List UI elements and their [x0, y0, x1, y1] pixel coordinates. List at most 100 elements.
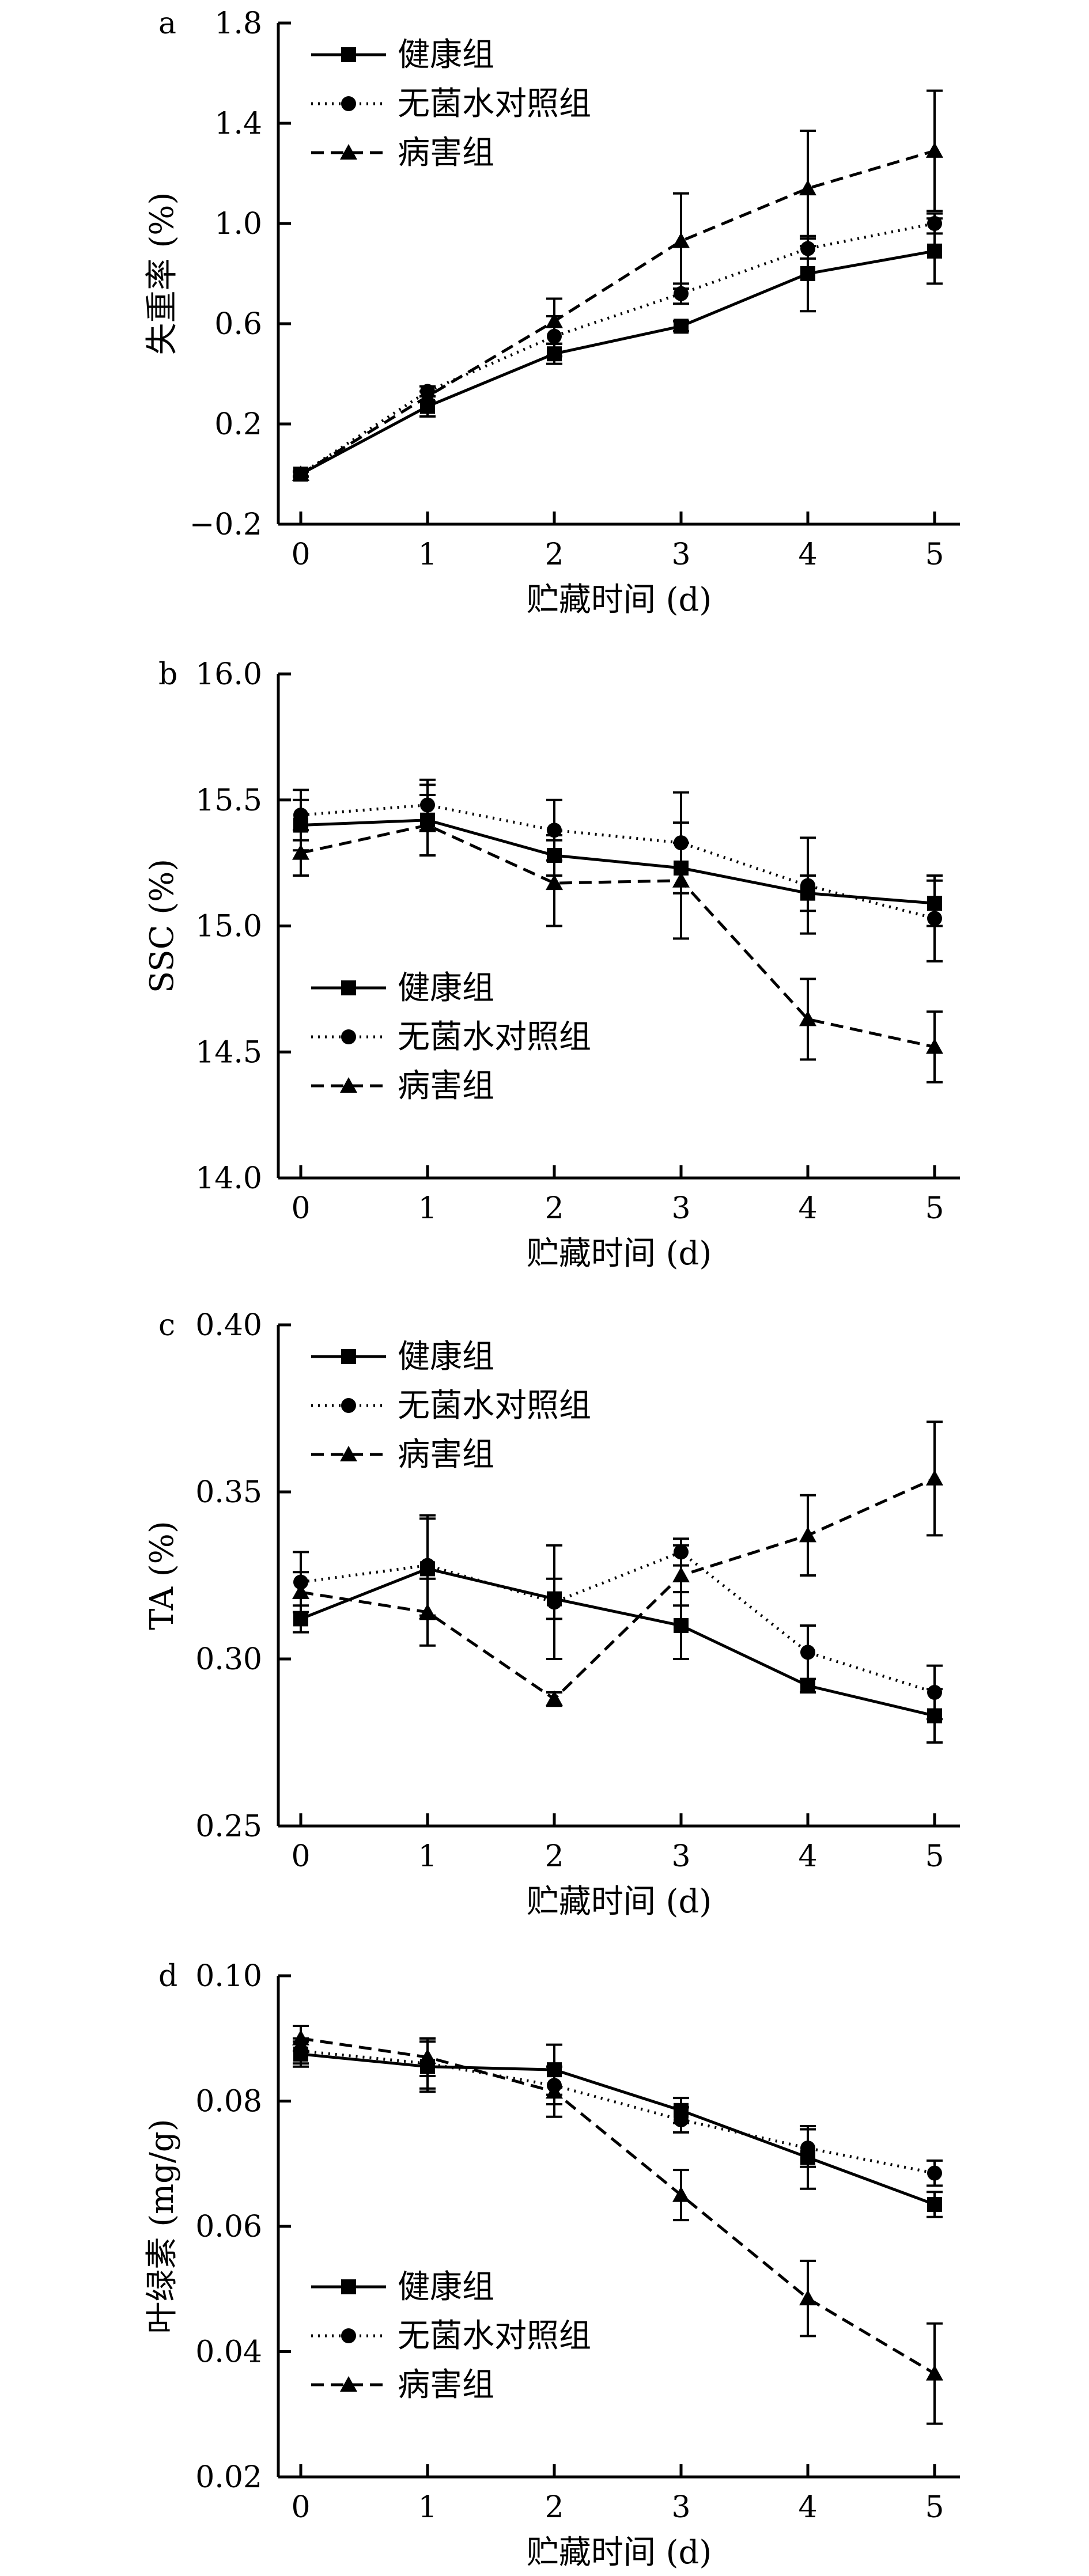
x-tick-label: 3: [671, 1839, 690, 1874]
panel-label: b: [158, 657, 177, 692]
x-tick-label: 1: [418, 537, 437, 572]
data-point-circle: [927, 216, 942, 231]
data-point-square: [800, 1678, 815, 1694]
x-tick-label: 1: [418, 1839, 437, 1874]
y-tick-label: 0.6: [214, 307, 262, 342]
y-tick-label: 14.0: [195, 1161, 262, 1196]
legend-label: 病害组: [398, 1067, 494, 1105]
y-tick-label: 14.5: [195, 1035, 262, 1070]
legend-label: 无菌水对照组: [398, 2317, 591, 2355]
legend-label: 无菌水对照组: [398, 1018, 591, 1056]
x-tick-label: 3: [671, 537, 690, 572]
series-line: [300, 149, 935, 476]
x-tick-label: 2: [544, 537, 564, 572]
data-point-triangle: [292, 844, 309, 860]
y-axis-title: SSC (%): [143, 859, 181, 993]
data-point-circle: [927, 2165, 942, 2181]
x-axis-title: 贮藏时间 (d): [527, 1235, 712, 1272]
chart-panel-c: c 0.25 0.30 0.35 0.40 0 1 2 3 4 5 贮藏时间 (d) TA (%) 健康组…: [143, 1308, 960, 1920]
data-point-triangle: [419, 2048, 436, 2064]
x-tick-label: 5: [925, 537, 944, 572]
legend-marker-square: [341, 47, 356, 62]
legend-marker-square: [341, 1349, 356, 1364]
data-point-triangle: [419, 1603, 436, 1619]
y-axis-title: 失重率 (%): [143, 192, 181, 355]
legend-label: 无菌水对照组: [398, 85, 591, 123]
series-line: [300, 1550, 935, 1694]
y-tick-label: 1.0: [214, 207, 262, 241]
data-point-triangle: [926, 1469, 943, 1486]
data-point-triangle: [926, 1038, 943, 1054]
series-1: [293, 217, 943, 482]
series-line: [300, 1567, 935, 1718]
y-tick-label: 15.5: [195, 783, 262, 818]
x-axis-title: 贮藏时间 (d): [527, 1883, 712, 1920]
data-point-circle: [800, 878, 815, 893]
series-line: [300, 222, 935, 476]
x-tick-label: 2: [544, 2490, 564, 2525]
data-point-square: [927, 243, 942, 259]
series-2: [293, 212, 943, 482]
x-tick-label: 0: [291, 2490, 310, 2525]
y-tick-label: 0.10: [195, 1959, 262, 1994]
chart-panel-a: a −0.2 0.2 0.6 1.0 1.4 1.8 0 1 2 3 4 5 贮藏时间 (d) 失重率 (%…: [143, 6, 960, 619]
series-3: [292, 1420, 943, 1707]
data-point-triangle: [672, 1567, 690, 1582]
data-point-circle: [293, 808, 308, 823]
series-line: [300, 1477, 936, 1701]
data-point-triangle: [419, 816, 436, 832]
data-point-circle: [547, 823, 562, 838]
y-tick-label: 0.30: [195, 1642, 262, 1677]
legend-marker-circle: [341, 1029, 356, 1044]
series-3: [292, 794, 943, 1084]
x-tick-label: 0: [291, 1191, 310, 1226]
data-point-triangle: [672, 232, 690, 248]
x-tick-label: 3: [671, 2490, 690, 2525]
data-point-triangle: [799, 180, 816, 196]
data-point-square: [800, 266, 815, 281]
data-point-triangle: [419, 388, 436, 404]
legend-label: 健康组: [398, 2268, 494, 2306]
y-tick-label: 0.2: [214, 407, 262, 442]
x-tick-label: 2: [544, 1191, 564, 1226]
x-tick-label: 4: [798, 537, 817, 572]
y-tick-label: 15.0: [195, 910, 262, 944]
series-line: [300, 823, 935, 1048]
legend-label: 健康组: [398, 36, 494, 74]
legend-label: 病害组: [398, 1436, 494, 1473]
data-point-triangle: [546, 874, 563, 891]
legend-marker-circle: [341, 96, 356, 111]
data-point-triangle: [926, 2365, 943, 2381]
legend-marker-square: [341, 980, 356, 995]
x-tick-label: 2: [544, 1839, 564, 1874]
y-tick-label: 0.40: [195, 1308, 262, 1343]
x-tick-label: 5: [925, 2490, 944, 2525]
series-3: [292, 89, 943, 481]
y-tick-label: 0.06: [195, 2210, 262, 2244]
x-tick-label: 1: [418, 1191, 437, 1226]
data-point-triangle: [546, 312, 563, 328]
x-tick-label: 4: [798, 2490, 817, 2525]
legend-label: 病害组: [398, 134, 494, 172]
data-point-triangle: [672, 2186, 690, 2202]
legend-marker-circle: [341, 2328, 356, 2343]
y-axis-title: 叶绿素 (mg/g): [143, 2119, 181, 2333]
data-point-circle: [674, 2112, 689, 2128]
data-point-square: [674, 319, 689, 334]
y-tick-label: 0.25: [195, 1809, 262, 1844]
data-point-circle: [420, 1558, 435, 1573]
y-tick-label: 0.08: [195, 2085, 262, 2119]
panel-label: a: [158, 6, 176, 41]
data-point-circle: [674, 286, 689, 301]
y-tick-label: 1.4: [214, 107, 262, 141]
x-tick-label: 1: [418, 2490, 437, 2525]
data-point-circle: [800, 1645, 815, 1660]
series-1: [293, 783, 943, 927]
data-point-square: [927, 2196, 942, 2212]
x-tick-label: 5: [925, 1839, 944, 1874]
